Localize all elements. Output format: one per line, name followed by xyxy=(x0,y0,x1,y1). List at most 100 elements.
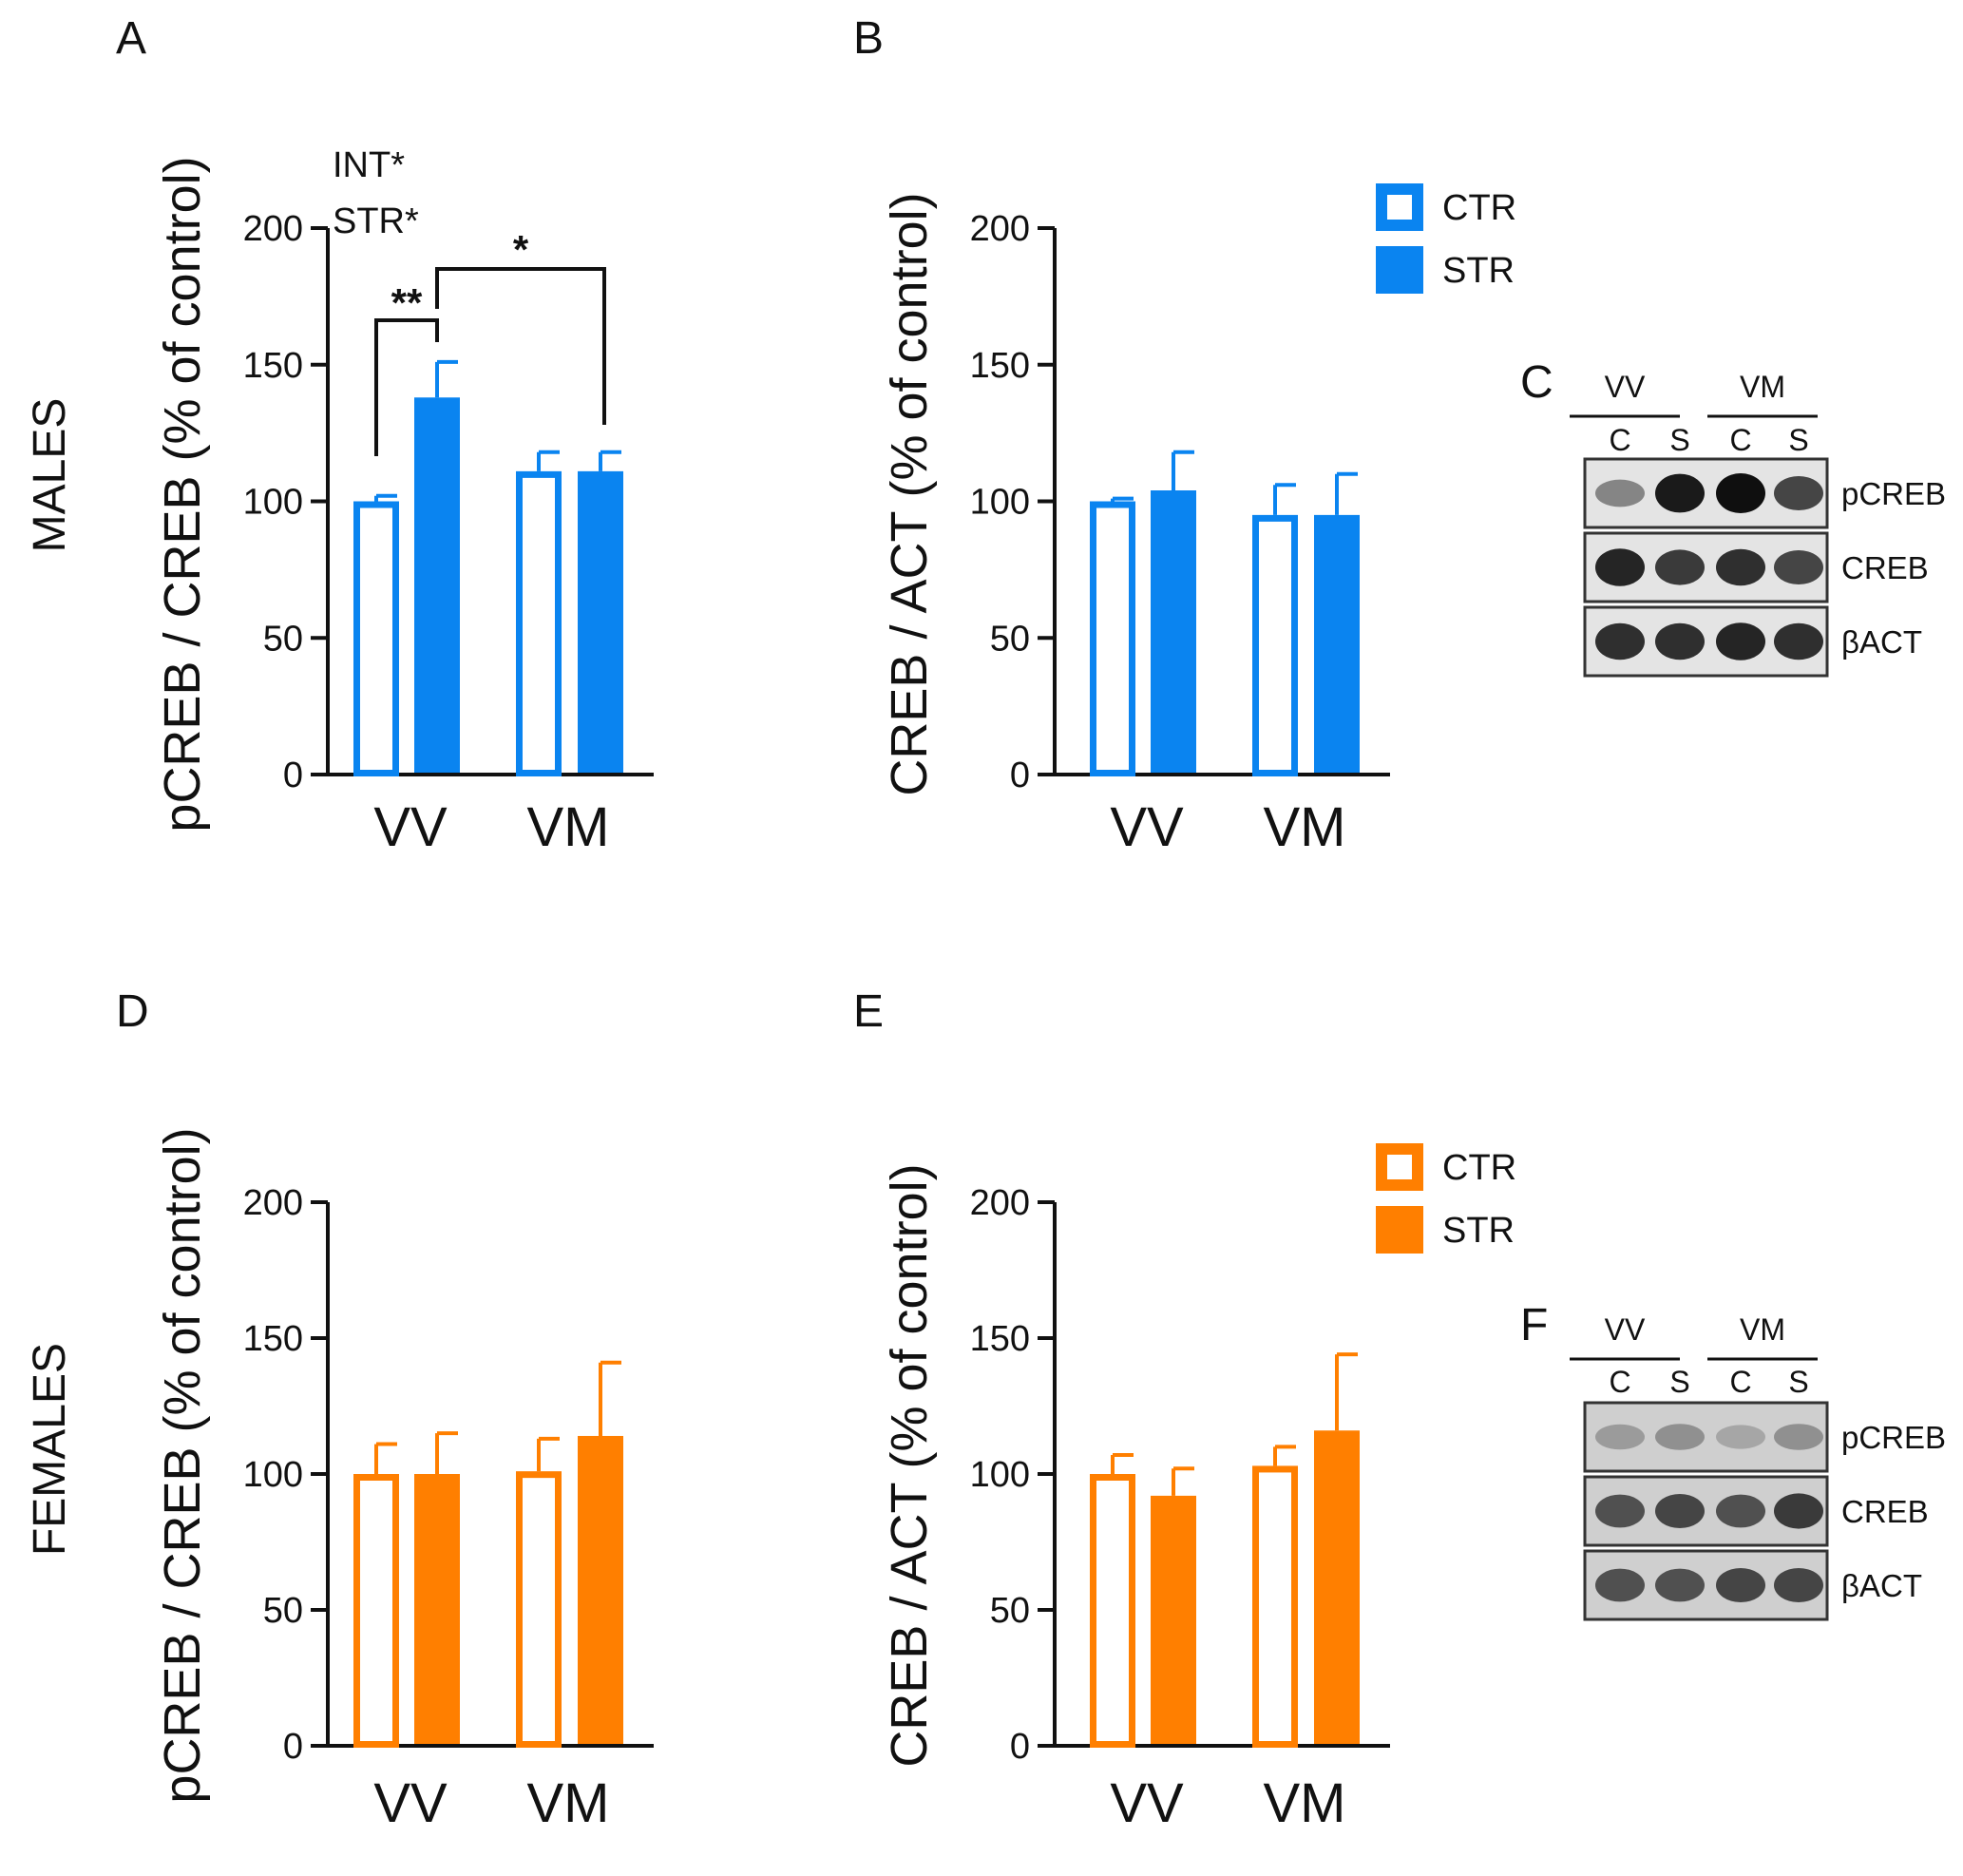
y-tick-label: 0 xyxy=(1010,1727,1030,1767)
legend-label: STR xyxy=(1442,1211,1515,1251)
x-category-label: VM xyxy=(527,1772,610,1834)
panel-label: A xyxy=(116,13,146,64)
significance-bracket xyxy=(374,318,439,456)
x-category-label: VM xyxy=(1264,1772,1346,1834)
blot-lane-label: C xyxy=(1729,1365,1751,1399)
y-tick-label: 100 xyxy=(970,483,1030,523)
y-tick-label: 100 xyxy=(243,483,303,523)
blot-row-label: βACT xyxy=(1841,1568,1922,1603)
bar-str xyxy=(414,1474,460,1744)
blot-lane-label: C xyxy=(1609,1365,1630,1399)
blot-band xyxy=(1774,1424,1823,1450)
y-axis-label: CREB / ACT (% of control) xyxy=(881,1163,938,1767)
panel-label: E xyxy=(853,986,884,1037)
y-tick-label: 50 xyxy=(263,619,303,659)
y-tick-label: 0 xyxy=(1010,756,1030,795)
blot-band xyxy=(1774,1493,1823,1529)
blot-band xyxy=(1716,1425,1765,1449)
bar-str xyxy=(1151,490,1196,773)
blot-band xyxy=(1595,479,1645,507)
blot-band xyxy=(1716,473,1765,513)
y-axis-label: CREB / ACT (% of control) xyxy=(881,192,938,795)
bar-str xyxy=(1314,1430,1360,1744)
bar-str xyxy=(578,1435,623,1744)
bar-ctr xyxy=(1252,514,1298,776)
row-label-females: FEMALES xyxy=(25,1343,75,1556)
blot-band xyxy=(1655,1424,1705,1450)
y-tick-label: 200 xyxy=(970,209,1030,249)
x-category-label: VV xyxy=(1110,1772,1184,1834)
blot-group-label: VV xyxy=(1605,370,1646,404)
chart-panel-e: E 0 50 100 150 200 CREB / ACT (% of control) VV… xyxy=(853,986,1516,1834)
blot-lane-label: S xyxy=(1669,1365,1689,1399)
blot-band xyxy=(1716,548,1765,586)
legend-label: CTR xyxy=(1442,188,1516,228)
blot-row-label: CREB xyxy=(1841,1494,1929,1529)
blot-band xyxy=(1774,1568,1823,1602)
bar-ctr xyxy=(516,1471,562,1748)
legend-swatch-ctr xyxy=(1376,1143,1423,1191)
y-tick-label: 100 xyxy=(970,1455,1030,1495)
blot-band xyxy=(1595,1424,1645,1450)
significance-label: ** xyxy=(391,280,423,325)
chart-panel-b: B 0 50 100 150 200 CREB / ACT (% of control) VV… xyxy=(853,13,1516,858)
blot-row-label: CREB xyxy=(1841,550,1929,585)
bar-str xyxy=(414,397,460,773)
significance-label: * xyxy=(513,227,529,272)
legend-label: CTR xyxy=(1442,1148,1516,1188)
y-tick-label: 200 xyxy=(243,1183,303,1223)
y-tick-label: 200 xyxy=(243,209,303,249)
blot-band xyxy=(1774,476,1823,510)
y-tick-label: 50 xyxy=(990,619,1030,659)
blot-band xyxy=(1716,1568,1765,1602)
y-tick-label: 50 xyxy=(990,1591,1030,1631)
blot-group-label: VM xyxy=(1740,370,1785,404)
blot-band xyxy=(1655,622,1705,660)
bar-ctr xyxy=(1090,501,1135,776)
blot-group-label: VV xyxy=(1605,1312,1646,1347)
blot-group-label: VM xyxy=(1740,1312,1785,1347)
y-tick-label: 150 xyxy=(970,346,1030,386)
significance-bracket xyxy=(435,267,606,425)
y-axis-label: pCREB / CREB (% of control) xyxy=(154,156,211,832)
y-tick-label: 200 xyxy=(970,1183,1030,1223)
y-tick-label: 150 xyxy=(243,346,303,386)
x-category-label: VV xyxy=(373,796,448,858)
y-axis-label: pCREB / CREB (% of control) xyxy=(154,1127,211,1803)
x-category-label: VM xyxy=(527,796,610,858)
x-category-label: VV xyxy=(373,1772,448,1834)
y-tick-label: 50 xyxy=(263,1591,303,1631)
bar-str xyxy=(1151,1495,1196,1744)
stats-annotation: INT* xyxy=(333,145,405,185)
y-tick-label: 0 xyxy=(283,1727,303,1767)
blot-lane-label: S xyxy=(1788,423,1808,457)
legend-label: STR xyxy=(1442,251,1515,291)
blot-band xyxy=(1595,1568,1645,1602)
y-tick-label: 0 xyxy=(283,756,303,795)
stats-annotation: STR* xyxy=(333,201,419,241)
blot-lane-label: S xyxy=(1788,1365,1808,1399)
x-category-label: VV xyxy=(1110,796,1184,858)
blot-row-label: pCREB xyxy=(1841,476,1946,511)
y-tick-label: 150 xyxy=(970,1319,1030,1359)
bar-ctr xyxy=(353,501,399,776)
panel-label: D xyxy=(116,986,149,1037)
blot-row-label: pCREB xyxy=(1841,1420,1946,1455)
blot-band xyxy=(1774,550,1823,584)
blot-band xyxy=(1595,548,1645,586)
blot-band xyxy=(1655,1568,1705,1602)
blot-band xyxy=(1716,1494,1765,1528)
chart-panel-d: D 0 50 100 150 200 pCREB / CREB (% of control)… xyxy=(116,986,654,1834)
blot-band xyxy=(1774,622,1823,660)
bar-str xyxy=(1314,514,1360,773)
blot-band xyxy=(1716,622,1765,660)
blot-row-label: βACT xyxy=(1841,624,1922,660)
y-tick-label: 100 xyxy=(243,1455,303,1495)
legend-swatch-str xyxy=(1376,1206,1423,1254)
blot-lane-label: C xyxy=(1729,423,1751,457)
row-label-males: MALES xyxy=(25,398,75,553)
legend-swatch-str xyxy=(1376,246,1423,294)
